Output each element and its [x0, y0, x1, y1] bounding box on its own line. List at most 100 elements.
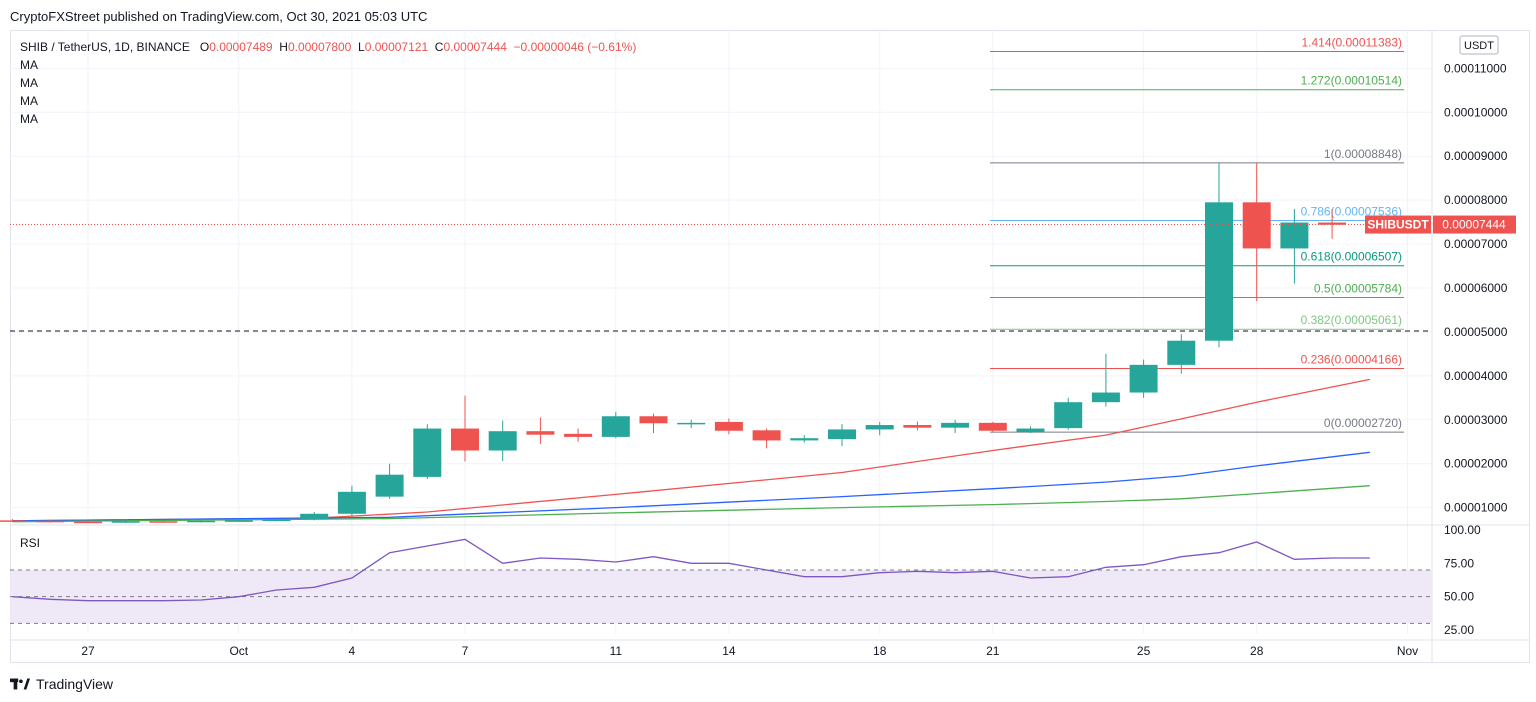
price-tick-label: 0.00001000 [1444, 501, 1508, 515]
candle [639, 413, 668, 433]
candle-body [451, 428, 479, 451]
candle [488, 420, 517, 462]
candle-body [300, 513, 329, 520]
rsi-tick-label: 100.00 [1444, 523, 1481, 537]
price-axis: 0.00001000 0.00002000 0.00003000 0.00004000… [1444, 61, 1508, 514]
candle [677, 419, 706, 429]
price-tick-label: 0.00007000 [1444, 237, 1508, 251]
ma-label[interactable]: MA [20, 112, 38, 126]
candle-body [978, 422, 1007, 431]
grid [10, 31, 1530, 663]
symbol-label[interactable]: SHIB / TetherUS, 1D, BINANCE [20, 40, 190, 54]
price-tick-label: 0.00009000 [1444, 149, 1508, 163]
candle [978, 421, 1007, 432]
candle [526, 417, 555, 444]
publisher-line: CryptoFXStreet published on TradingView.… [10, 9, 428, 24]
fib-level-label: 0.618(0.00006507) [1301, 250, 1402, 264]
time-tick-label: 21 [986, 644, 1000, 658]
time-tick-label: 14 [722, 644, 736, 658]
fib-level-label: 0.382(0.00005061) [1301, 313, 1402, 327]
candle [300, 512, 329, 521]
low-label: L [358, 40, 365, 54]
candle-body [1205, 202, 1233, 341]
candle [828, 424, 856, 447]
candles [0, 162, 1347, 524]
candle-body [1167, 340, 1196, 365]
candle-body [111, 521, 140, 523]
time-tick-label: 7 [462, 644, 469, 658]
candle-body [337, 491, 366, 514]
candle-body [0, 520, 27, 522]
candle-body [1054, 402, 1083, 429]
moving-average-line [12, 485, 1370, 523]
candle-body [564, 433, 593, 437]
candle [1318, 208, 1347, 239]
candle-body [601, 416, 630, 437]
ma-label[interactable]: MA [20, 76, 38, 90]
candle [451, 395, 479, 462]
rsi-label: RSI [20, 536, 40, 550]
candle-body [752, 430, 781, 441]
candle [36, 519, 65, 523]
price-tick-label: 0.00004000 [1444, 369, 1508, 383]
candle [1054, 397, 1083, 430]
fib-level-label: 0(0.00002720) [1324, 416, 1402, 430]
candle [601, 411, 630, 439]
candle [1091, 353, 1120, 407]
high-value: 0.00007800 [287, 40, 352, 54]
ma-label[interactable]: MA [20, 94, 38, 108]
chart-frame [10, 30, 1530, 663]
chart-legend: SHIB / TetherUS, 1D, BINANCE O0.00007489… [20, 38, 636, 128]
candle-body [639, 416, 668, 424]
candle-body [149, 521, 178, 523]
current-price-badge [1433, 215, 1516, 234]
candle [74, 519, 102, 524]
price-tick-label: 0.00003000 [1444, 413, 1508, 427]
candle-body [224, 520, 253, 522]
candle-body [36, 520, 65, 523]
current-price-label: 0.00007444 [1442, 218, 1506, 232]
candle [1242, 162, 1271, 302]
time-tick-label: Oct [229, 644, 248, 658]
ma-label[interactable]: MA [20, 58, 38, 72]
low-value: 0.00007121 [364, 40, 429, 54]
close-label: C [434, 40, 444, 54]
candle [413, 424, 442, 480]
candle-body [865, 425, 894, 430]
ohlc-row: SHIB / TetherUS, 1D, BINANCE O0.00007489… [20, 38, 636, 56]
change-value: −0.00000046 (−0.61%) [513, 40, 637, 54]
candle [187, 520, 216, 523]
fib-level-label: 1.272(0.00010514) [1301, 74, 1402, 88]
candle [790, 435, 819, 443]
rsi-tick-label: 75.00 [1444, 556, 1474, 570]
footer-brand[interactable]: TradingView [10, 676, 113, 692]
candle-body [375, 474, 404, 497]
candle-body [1091, 392, 1120, 403]
fib-level-label: 0.5(0.00005784) [1314, 281, 1402, 295]
time-tick-label: 18 [873, 644, 887, 658]
open-value: 0.00007489 [209, 40, 273, 54]
candle-body [903, 425, 932, 428]
rsi-pane: RSI 100.00 75.00 50.00 25.00 [10, 523, 1481, 637]
price-overlay: SHIBUSDT 0.00007444 USDT [10, 35, 1516, 234]
candle [262, 519, 291, 522]
candle [1205, 162, 1233, 348]
candle-body [714, 421, 743, 431]
candle-body [74, 521, 102, 524]
time-tick-label: 27 [81, 644, 95, 658]
currency-badge [1459, 35, 1499, 55]
candle-body [1318, 222, 1347, 225]
candle [0, 519, 27, 522]
candle [752, 428, 781, 449]
candle-body [790, 438, 819, 441]
price-tick-label: 0.00005000 [1444, 325, 1508, 339]
candle [1167, 334, 1196, 374]
open-label: O [199, 40, 210, 54]
moving-averages [12, 378, 1370, 523]
price-tick-label: 0.00002000 [1444, 457, 1508, 471]
close-value: 0.00007444 [443, 40, 507, 54]
candle [1016, 426, 1045, 433]
symbol-badge-label: SHIBUSDT [1367, 218, 1429, 232]
moving-average-line [12, 378, 1370, 522]
